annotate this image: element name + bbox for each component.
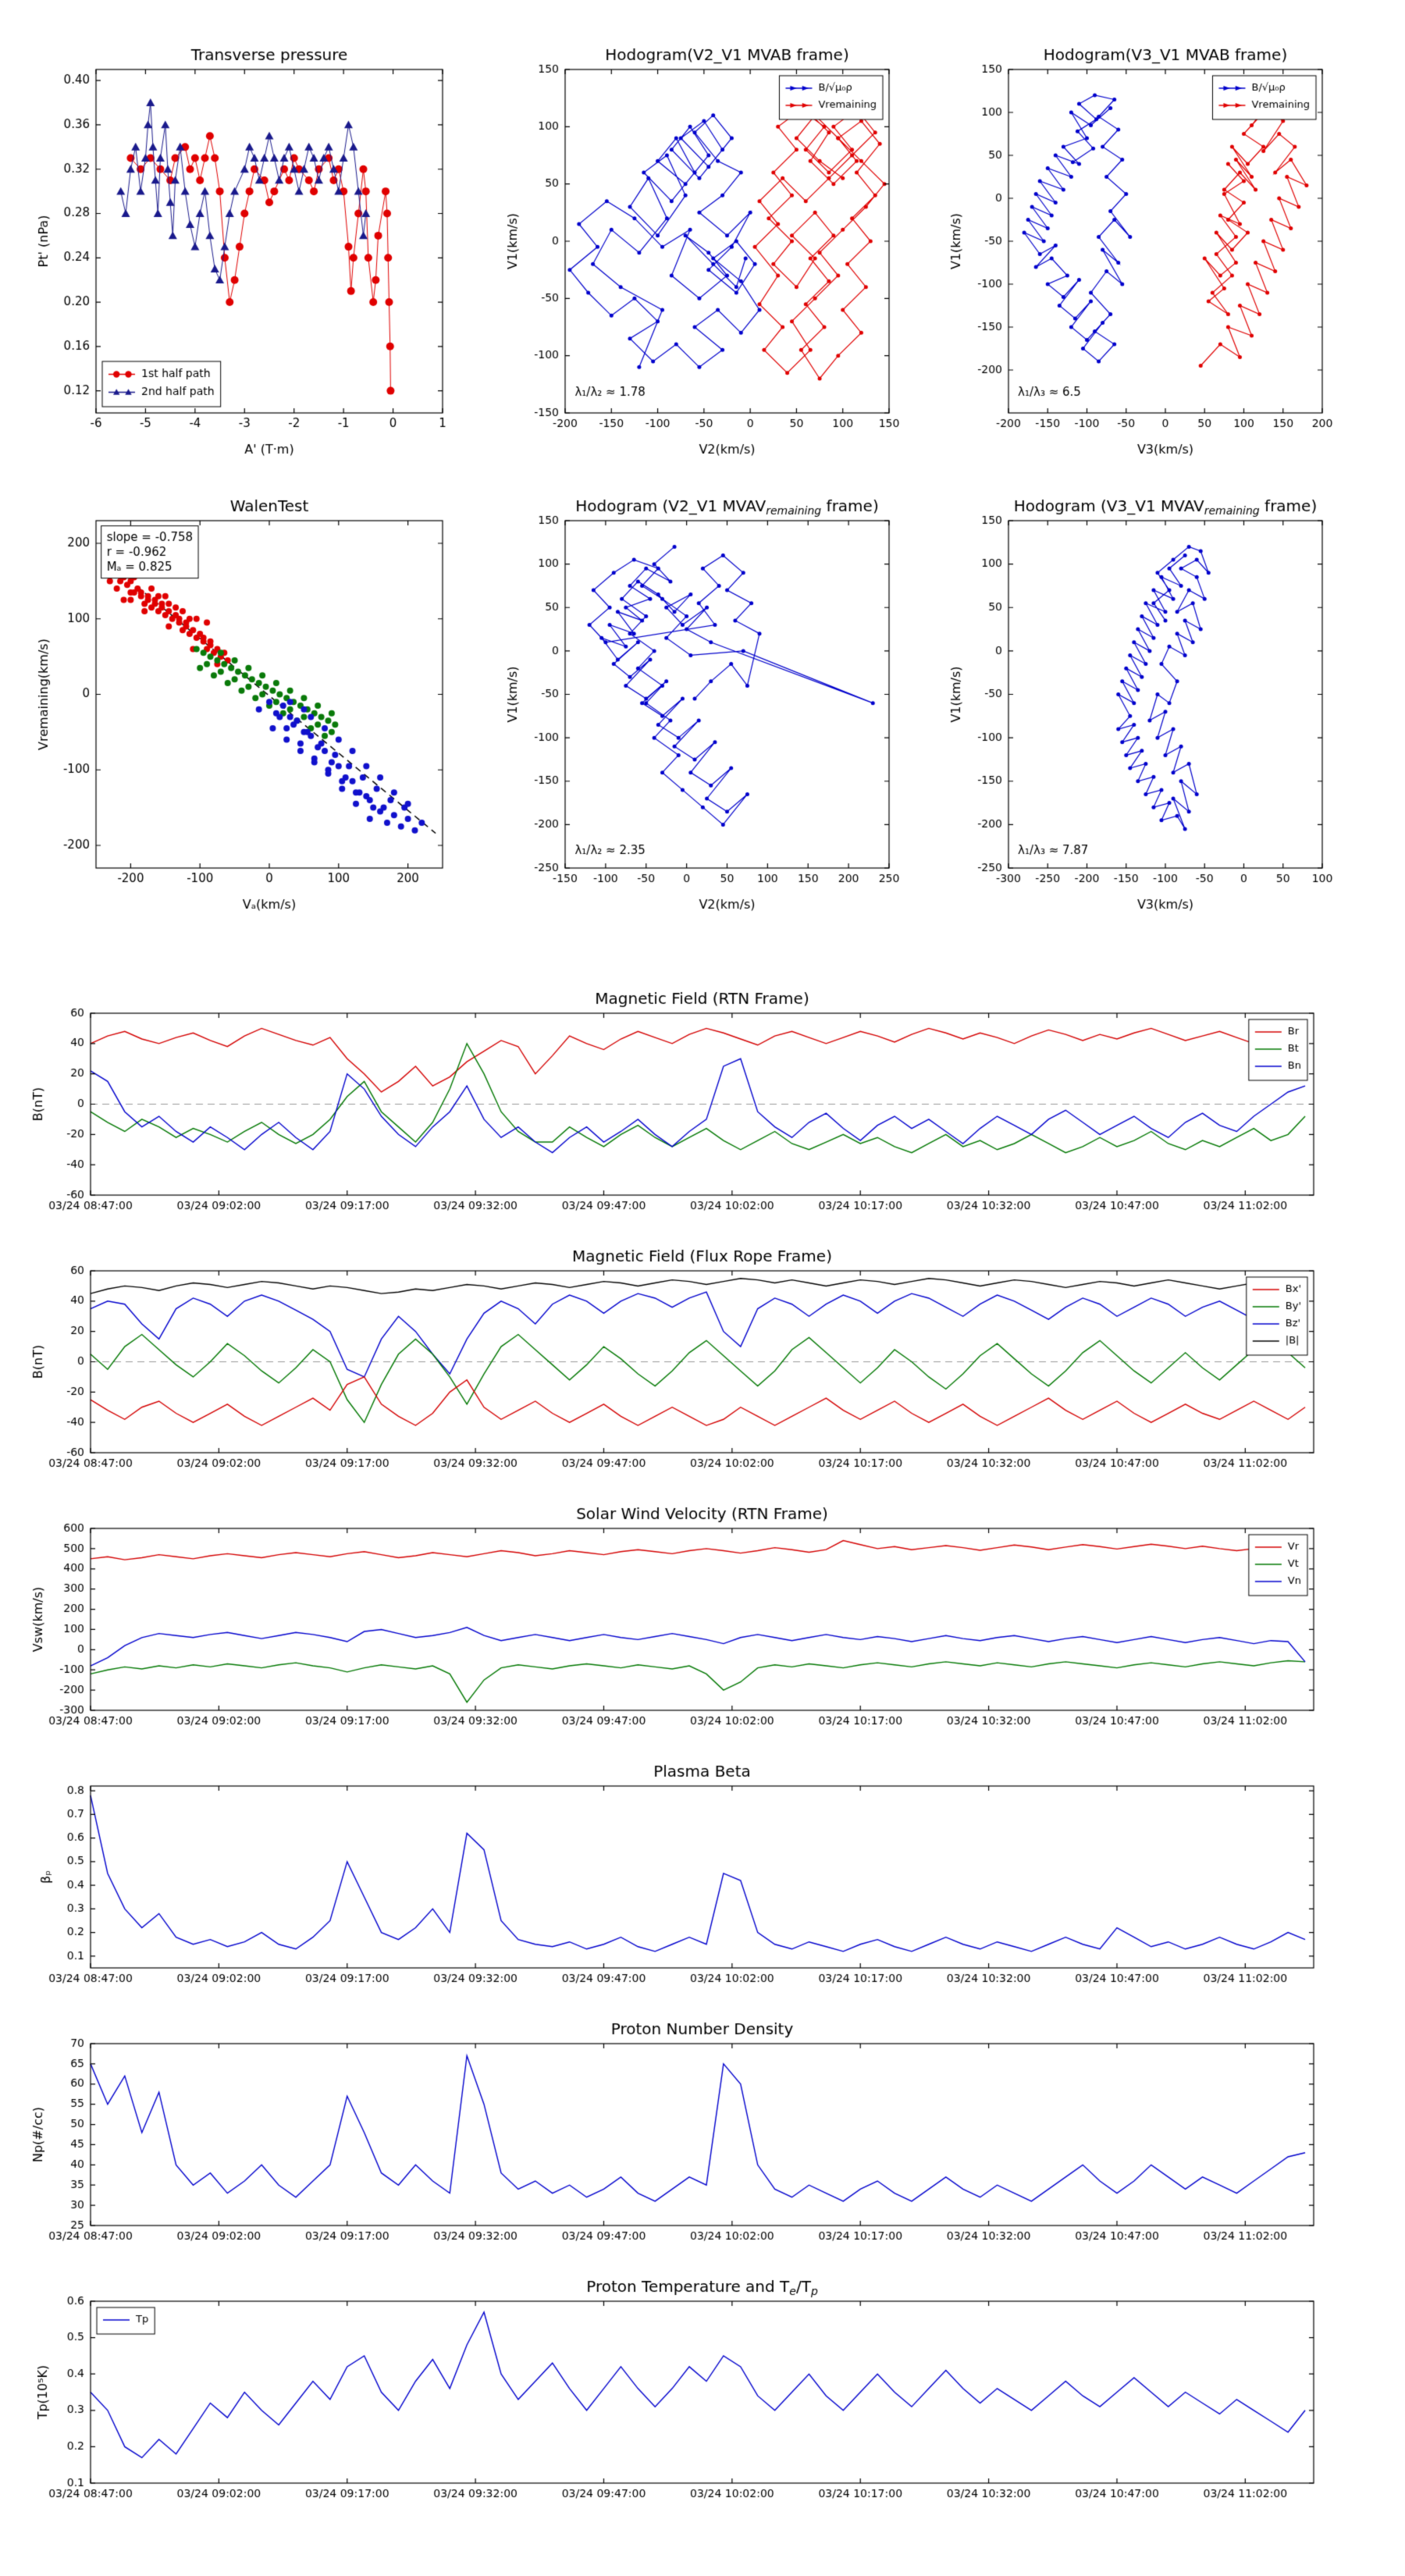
subplot-walen-test <box>16 468 468 921</box>
subplot-solar-wind-velocity <box>16 1491 1358 1749</box>
subplot-hodogram-v3v1-mvab <box>921 8 1374 461</box>
subplot-proton-temperature <box>16 2264 1358 2521</box>
subplot-hodogram-v2v1-mvav <box>476 468 929 921</box>
subplot-hodogram-v2v1-mvab <box>476 8 929 461</box>
subplot-hodogram-v3v1-mvav <box>921 468 1374 921</box>
subplot-transverse-pressure <box>16 8 468 461</box>
subplot-magnetic-field-rtn <box>16 976 1358 1233</box>
subplot-magnetic-field-flux-rope <box>16 1233 1358 1491</box>
subplot-proton-density <box>16 2006 1358 2264</box>
subplot-plasma-beta <box>16 1749 1358 2006</box>
